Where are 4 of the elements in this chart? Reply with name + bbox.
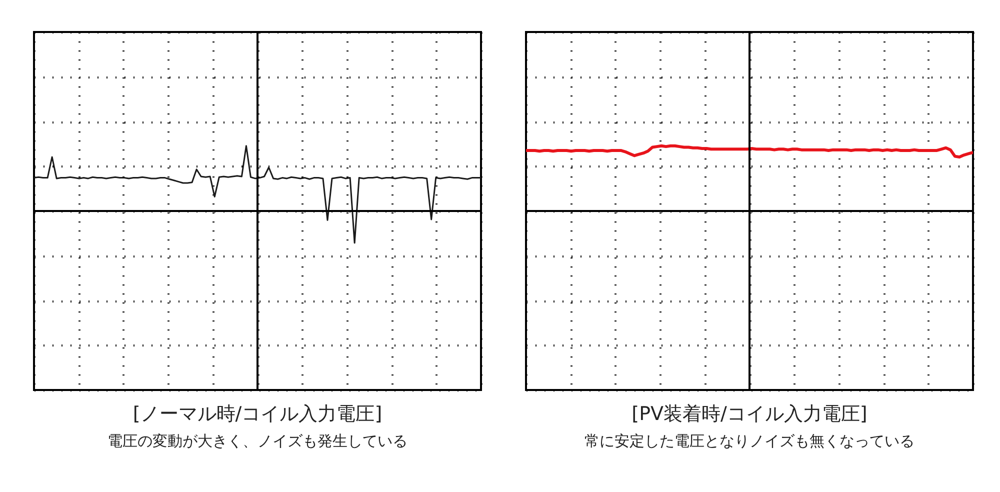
text: 電圧の変動が大きく、ノイズも発生している [108, 432, 408, 450]
text: [PV装着時/コイル入力電圧] [632, 403, 868, 425]
text: [ノーマル時/コイル入力電圧] [132, 403, 382, 425]
text: 常に安定した電圧となりノイズも無くなっている [584, 432, 914, 450]
